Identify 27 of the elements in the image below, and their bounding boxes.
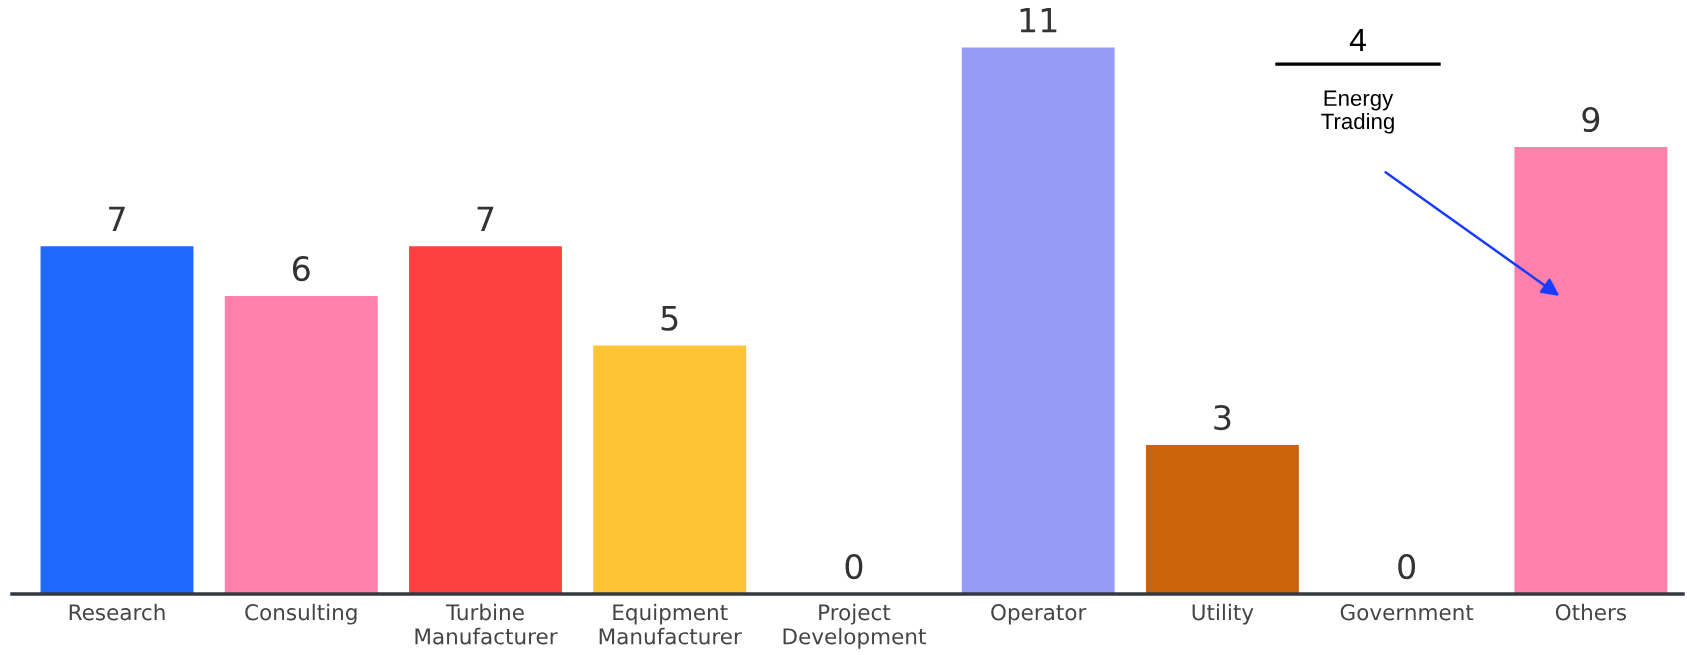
x-tick-label: Government [1340,604,1474,621]
data-label: 11 [1020,7,1057,33]
x-tick-label: Others [1555,603,1626,621]
x-tick-label: Equipment Manufacturer [599,603,742,645]
bar [593,345,747,594]
bar [40,246,194,594]
x-tick-label: Operator [991,604,1087,625]
x-tick-label: Consulting [245,603,357,625]
data-label: 9 [1582,106,1600,133]
data-label: 5 [661,306,678,331]
x-tick-label: Utility [1192,603,1254,625]
data-label: 3 [1214,404,1231,431]
bar [1145,444,1299,594]
x-tick-label: Research [69,603,165,621]
data-label: 0 [845,553,863,580]
bar [409,246,562,594]
data-label: 0 [1398,553,1416,580]
data-label: 7 [109,206,125,231]
data-label: 7 [477,206,494,231]
annotation: Energy Trading [1321,90,1394,134]
bar [961,47,1115,594]
data-label: 6 [292,255,310,282]
bar [1514,146,1668,594]
x-tick-label: Turbine Manufacturer [415,603,558,645]
x-tick-label: Project Development [783,603,926,649]
bar [224,295,378,594]
annotation: 4 [1349,29,1366,52]
